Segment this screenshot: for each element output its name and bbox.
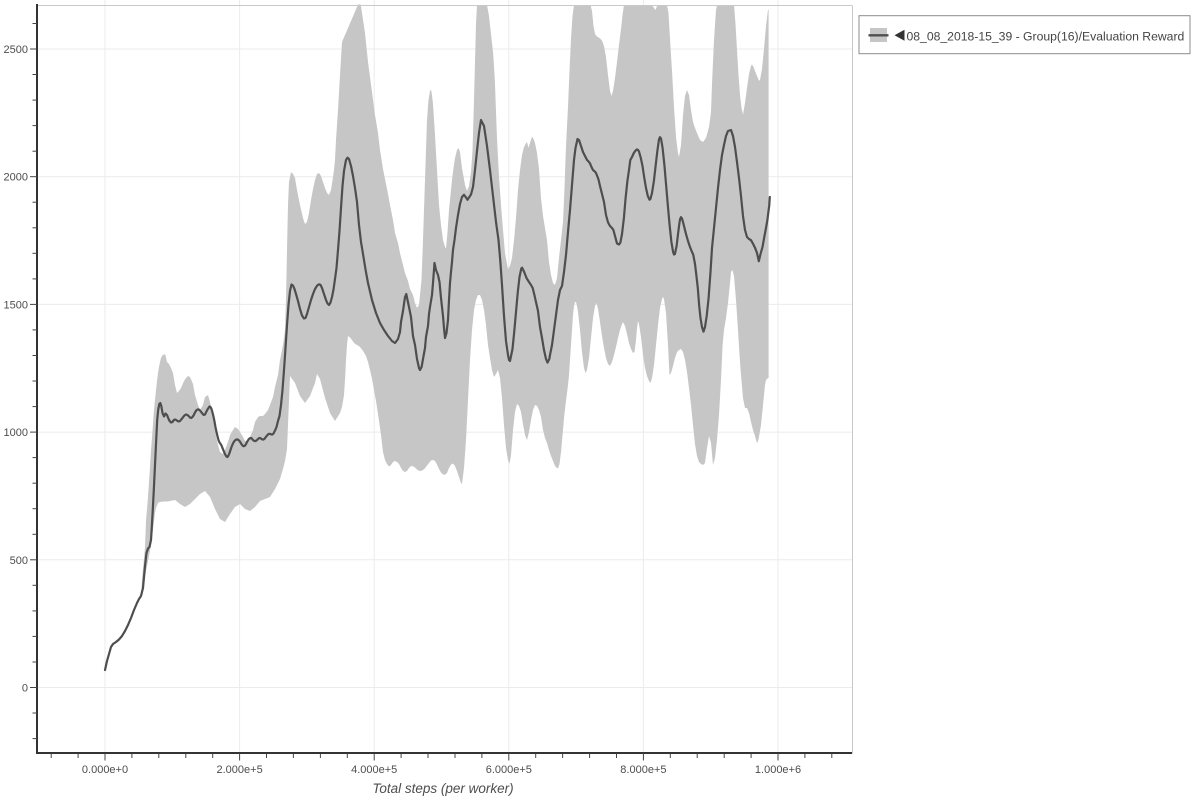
svg-text:500: 500	[10, 555, 28, 567]
svg-text:08_08_2018-15_39 - Group(16)/E: 08_08_2018-15_39 - Group(16)/Evaluation …	[907, 30, 1185, 44]
svg-text:4.000e+5: 4.000e+5	[351, 764, 397, 776]
svg-text:Total steps (per worker): Total steps (per worker)	[372, 781, 513, 796]
svg-text:1000: 1000	[4, 427, 28, 439]
svg-text:2.000e+5: 2.000e+5	[217, 764, 263, 776]
svg-text:6.000e+5: 6.000e+5	[486, 764, 532, 776]
svg-text:0: 0	[22, 683, 28, 695]
svg-text:0.000e+0: 0.000e+0	[82, 764, 128, 776]
svg-text:2500: 2500	[4, 44, 28, 56]
svg-text:1.000e+6: 1.000e+6	[755, 764, 801, 776]
svg-text:1500: 1500	[4, 299, 28, 311]
svg-text:2000: 2000	[4, 172, 28, 184]
svg-text:8.000e+5: 8.000e+5	[620, 764, 666, 776]
